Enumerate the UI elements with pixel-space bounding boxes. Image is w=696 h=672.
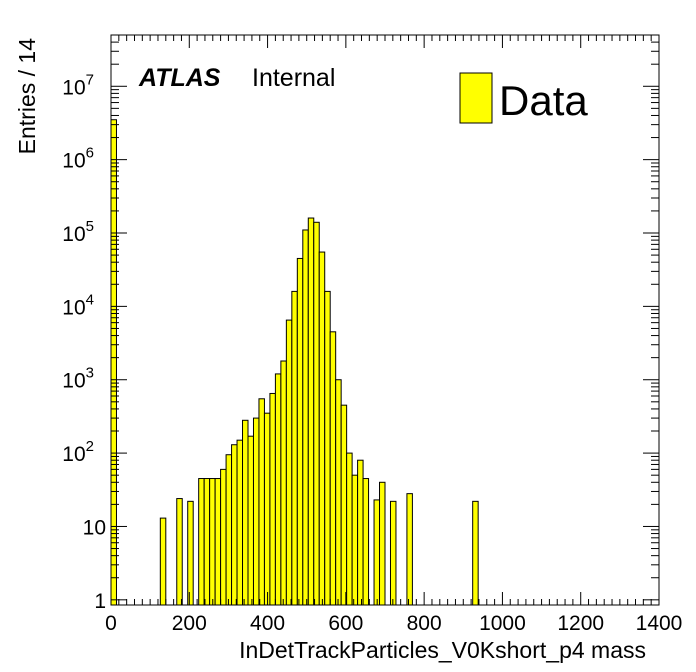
histogram-bin-4 [198, 478, 205, 606]
x-tick-label: 0 [105, 612, 117, 635]
y-tick-label: 1 [94, 590, 106, 613]
histogram-bin-21 [291, 290, 298, 606]
histogram-bin-20 [285, 319, 293, 606]
y-tick-label: 105 [62, 218, 94, 246]
y-axis-title: Entries / 14 [14, 38, 40, 155]
histogram-bin-15 [258, 398, 265, 606]
histogram-bin-18 [274, 373, 282, 606]
histogram-bin-37 [389, 500, 397, 606]
histogram-bin-7 [214, 478, 222, 606]
histogram-bin-39 [472, 500, 479, 606]
y-tick-label: 103 [62, 365, 94, 393]
histogram-bin-13 [247, 435, 254, 606]
y-tick-label: 106 [62, 145, 94, 173]
histogram-bin-34 [362, 478, 370, 606]
histogram-bin-1 [159, 517, 167, 606]
x-axis-tick-labels: 0 200 400 600 800 1000 1200 1400 [105, 612, 682, 635]
histogram-bin-14 [252, 417, 260, 606]
histogram-bin-24 [307, 217, 315, 606]
x-tick-label: 600 [328, 612, 363, 635]
histogram-bin-19 [280, 360, 287, 606]
x-tick-label: 1000 [479, 612, 526, 635]
x-tick-label: 800 [407, 612, 442, 635]
histogram-bin-0 [110, 119, 117, 606]
histogram-bin-3 [187, 500, 194, 606]
histogram-bin-25 [313, 221, 320, 606]
x-tick-label: 1200 [557, 612, 604, 635]
histogram-bin-29 [335, 379, 342, 606]
legend: Data [459, 72, 588, 124]
y-tick-label: 104 [62, 291, 94, 319]
x-axis-title: InDetTrackParticles_V0Kshort_p4 mass [239, 637, 646, 663]
x-tick-label: 200 [172, 612, 207, 635]
atlas-label: ATLAS [138, 64, 221, 92]
histogram-bin-30 [340, 404, 348, 606]
x-axis-ticks [110, 35, 660, 605]
histogram-bin-33 [357, 459, 364, 606]
histogram-bin-12 [242, 419, 249, 606]
histogram-bin-8 [220, 468, 227, 606]
histogram-bin-38 [406, 493, 413, 606]
histogram-bin-26 [318, 251, 326, 606]
histogram-bars [110, 119, 479, 606]
histogram-bin-23 [302, 229, 309, 606]
histogram-bin-17 [269, 392, 276, 606]
y-axis-ticks [111, 34, 659, 601]
histogram-bin-36 [379, 481, 386, 606]
histogram-bin-28 [329, 331, 337, 606]
histogram-bin-11 [236, 439, 244, 606]
histogram-bin-35 [373, 499, 381, 606]
x-tick-label: 1400 [636, 612, 683, 635]
histogram-bin-2 [176, 498, 183, 606]
histogram-bin-22 [296, 257, 304, 606]
histogram-bin-31 [346, 452, 353, 606]
histogram-bin-32 [351, 474, 359, 606]
legend-entry-data: Data [499, 77, 588, 124]
x-tick-label: 400 [250, 612, 285, 635]
y-tick-label: 10 [83, 516, 106, 539]
y-axis-tick-labels: 1 10 102 103 104 105 106 107 [62, 71, 106, 613]
histogram-bin-16 [263, 412, 271, 606]
histogram-bin-9 [225, 454, 233, 606]
y-tick-label: 107 [62, 71, 94, 99]
histogram-bin-6 [209, 478, 216, 606]
legend-swatch [459, 72, 493, 124]
histogram-bin-27 [324, 290, 331, 606]
histogram-bin-10 [231, 444, 238, 606]
histogram-bin-5 [203, 478, 211, 606]
internal-label: Internal [252, 64, 335, 92]
y-tick-label: 102 [62, 438, 94, 466]
